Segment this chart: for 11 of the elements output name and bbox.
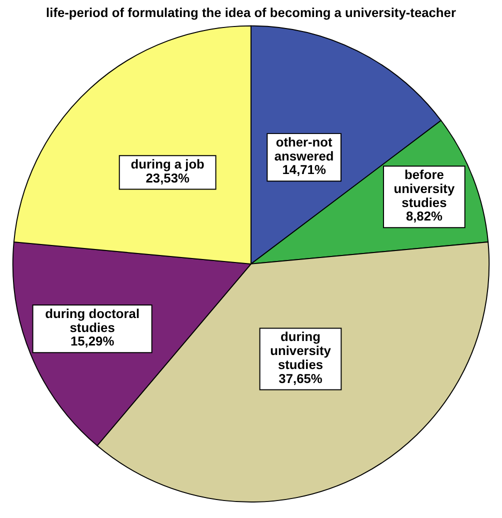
chart-title: life-period of formulating the idea of becoming a university-teacher — [46, 4, 456, 20]
data-label: 37,65% — [278, 370, 323, 386]
slice-label: during doctoral studies — [45, 306, 140, 335]
slice-label: other-not answered — [274, 134, 334, 164]
slice-label: before university studies — [394, 167, 456, 210]
data-label: 23,53% — [146, 170, 190, 186]
data-label: 14,71% — [282, 162, 326, 178]
slice-label: during university studies — [270, 329, 332, 372]
data-label: 8,82% — [406, 208, 443, 224]
slice-label: during a job — [130, 156, 205, 172]
data-label: 15,29% — [70, 334, 115, 349]
